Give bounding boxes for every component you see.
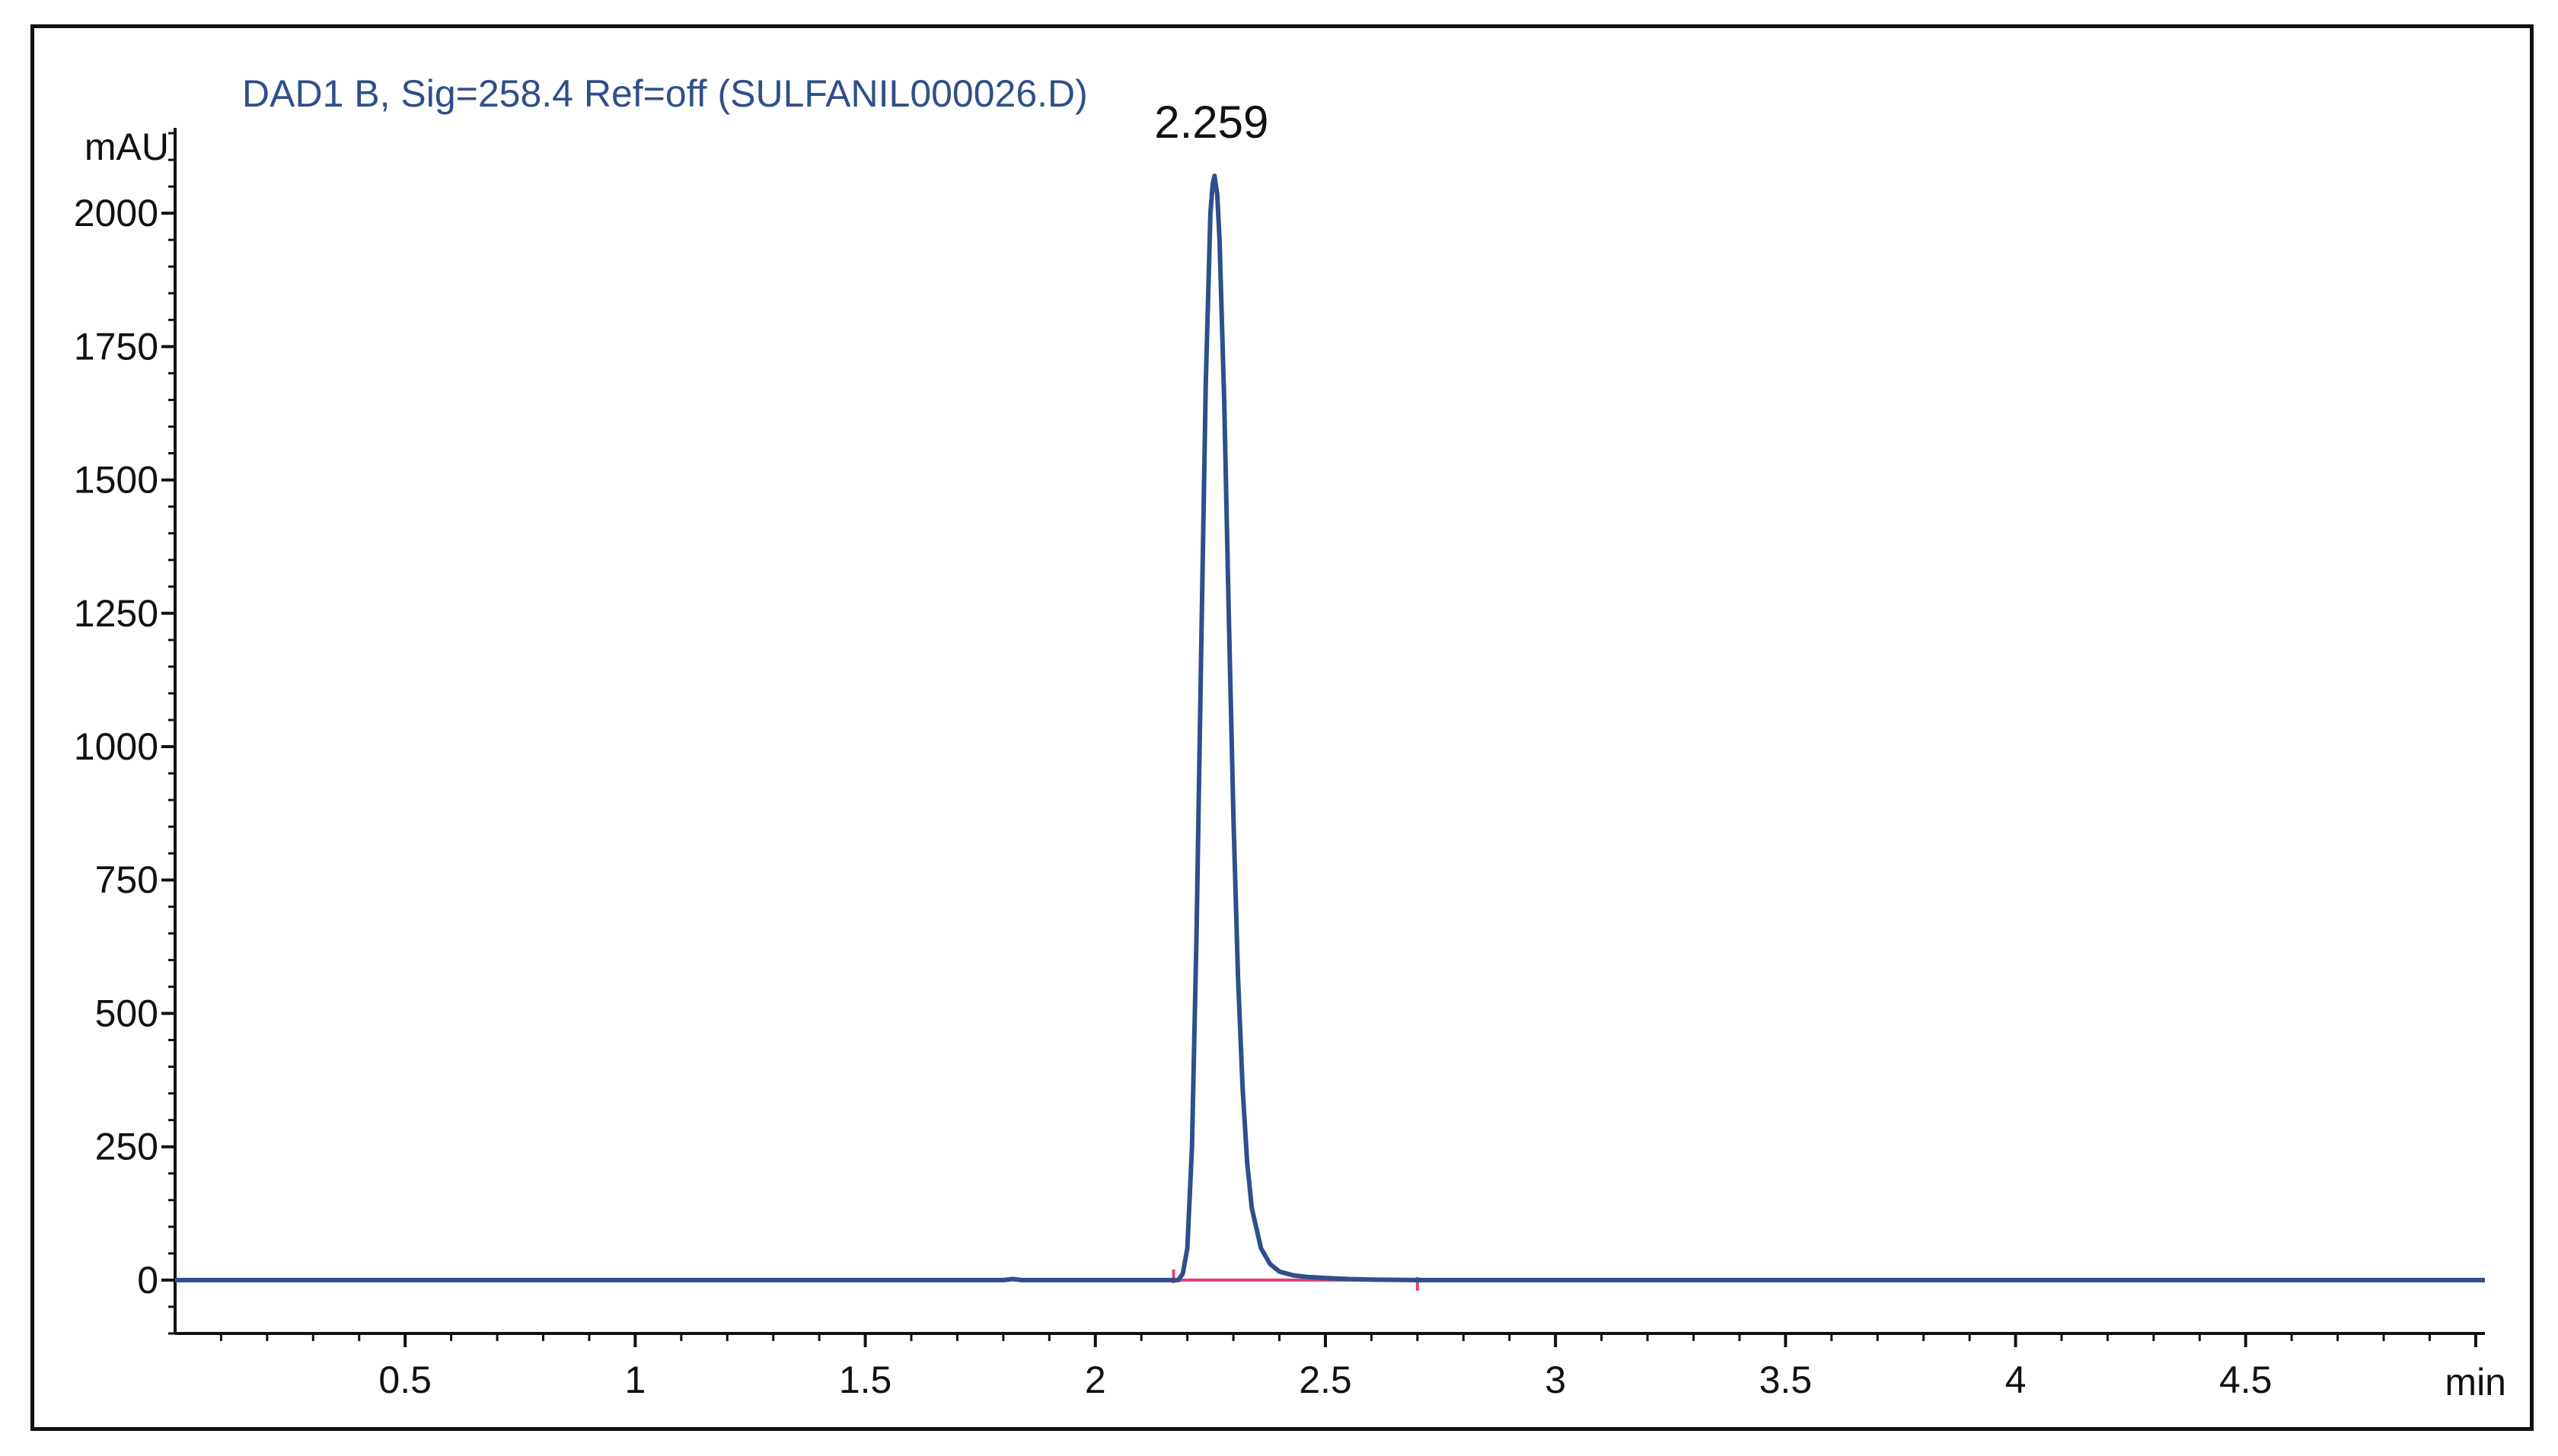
y-tick-label: 250 [95, 1126, 158, 1168]
x-tick-label: 3 [1545, 1359, 1566, 1401]
x-tick-label: 1.5 [839, 1359, 892, 1401]
y-tick-label: 500 [95, 992, 158, 1034]
peak-retention-time-label: 2.259 [1154, 97, 1268, 148]
y-tick-label: 1500 [74, 459, 158, 502]
y-tick-label: 750 [95, 859, 158, 901]
x-tick-label: 4.5 [2219, 1359, 2273, 1401]
y-tick-label: 1000 [74, 725, 158, 768]
x-tick-label: 3.5 [1759, 1359, 1813, 1401]
y-tick-label: 0 [137, 1259, 158, 1301]
chart-frame [30, 24, 2534, 1431]
x-axis-label: min [2445, 1361, 2506, 1403]
y-tick-label: 2000 [74, 192, 158, 234]
y-axis-ticks: 0 250 500 750 1000 1250 1500 1750 2000 [74, 132, 175, 1335]
x-axis-ticks: 0.5 1 1.5 2 2.5 3 3.5 4 4.5 [219, 1333, 2477, 1401]
x-tick-label: 2.5 [1299, 1359, 1352, 1401]
y-axis-label: mAU [85, 126, 169, 168]
x-tick-label: 1 [624, 1359, 646, 1401]
y-tick-label: 1250 [74, 592, 158, 635]
chromatogram-trace [175, 174, 2485, 1282]
x-tick-label: 2 [1085, 1359, 1106, 1401]
signal-title: DAD1 B, Sig=258.4 Ref=off (SULFANIL00002… [242, 72, 1088, 115]
y-tick-label: 1750 [74, 325, 158, 368]
x-tick-label: 0.5 [378, 1359, 432, 1401]
x-tick-label: 4 [2005, 1359, 2027, 1401]
